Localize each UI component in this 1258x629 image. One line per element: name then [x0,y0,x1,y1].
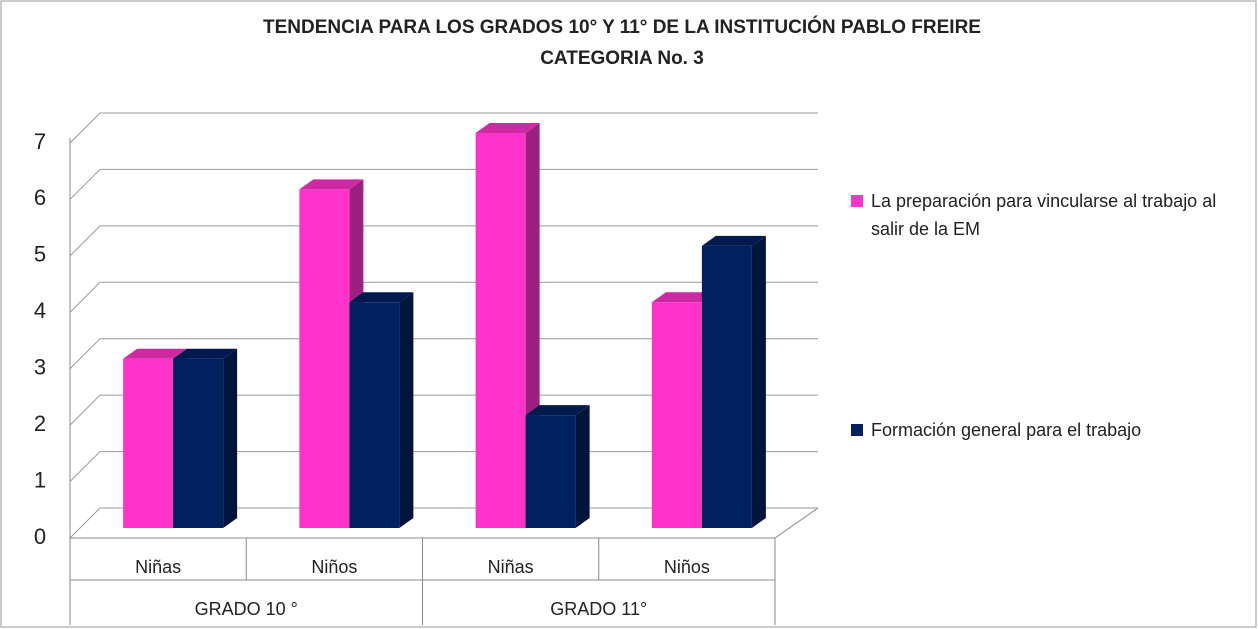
bar-side [399,292,414,528]
bar-top [651,292,716,303]
bar [475,133,526,528]
group-label: GRADO 11° [550,599,647,619]
bar-top [701,235,766,246]
grid-line [69,225,818,257]
y-tick-label: 0 [34,524,46,549]
bar [349,302,400,528]
bar-top [349,292,414,303]
y-tick-label: 7 [34,129,46,154]
bar [173,358,224,528]
legend-entry: La preparación para vincularse al trabaj… [851,187,1251,243]
bar-side [751,235,766,528]
group-label: GRADO 10 ° [195,599,298,619]
legend-label: Formación general para el trabajo [871,420,1142,440]
x-tick-label: Niñas [135,557,181,577]
legend-swatch [851,424,863,436]
legend-label: La preparación para vincularse al trabaj… [871,191,1217,239]
x-tick-label: Niños [664,557,710,577]
y-tick-label: 6 [34,185,46,210]
legend-entry: Formación general para el trabajo [851,416,1251,444]
back-wall [100,88,818,508]
y-tick-label: 4 [34,298,46,323]
bar-top [475,123,540,133]
bar-top [525,405,590,416]
bar-top [173,348,238,359]
bar-top [299,179,364,190]
bar [299,189,350,528]
y-tick-label: 2 [34,411,46,436]
legend-swatch [851,195,863,207]
grid-line [69,168,818,200]
y-tick-label: 1 [34,467,46,492]
bar [701,245,752,528]
bar [651,302,702,528]
y-tick-label: 3 [34,355,46,380]
y-tick-label: 5 [34,242,46,267]
chart-subtitle: CATEGORIA No. 3 [540,48,704,69]
bar-side [575,405,590,528]
bar-top [123,348,188,359]
grid-line [69,112,818,144]
grid-line [69,394,818,426]
bar [123,358,174,528]
bar-side [223,348,238,528]
chart-title: TENDENCIA PARA LOS GRADOS 10° Y 11° DE L… [263,16,981,38]
grid-line [69,281,818,313]
x-tick-label: Niños [311,557,357,577]
x-tick-label: Niñas [488,557,534,577]
bar [525,415,576,528]
grid-line [69,338,818,370]
